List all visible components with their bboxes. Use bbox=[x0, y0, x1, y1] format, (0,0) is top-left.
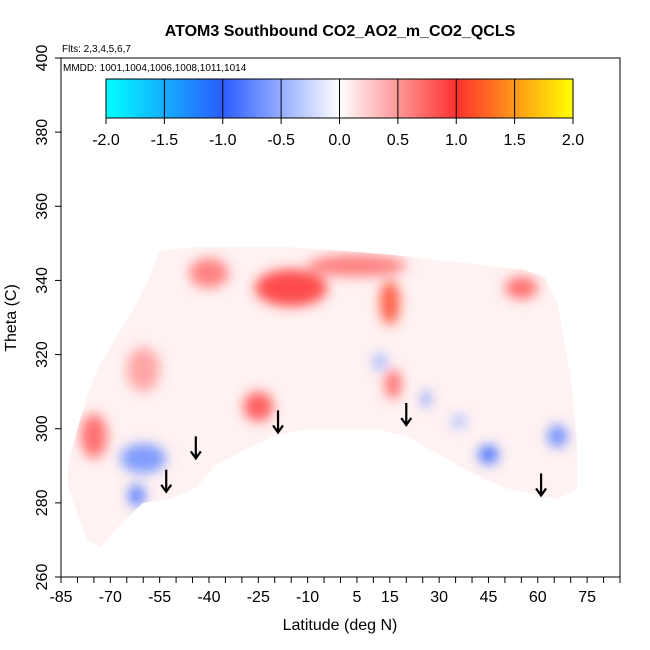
colorbar-tick-label: -0.5 bbox=[267, 132, 295, 149]
x-tick-label: -70 bbox=[99, 589, 122, 606]
chart-canvas: ATOM3 Southbound CO2_AO2_m_CO2_QCLS Flts… bbox=[0, 0, 650, 650]
x-tick-label: 60 bbox=[529, 589, 547, 606]
y-tick-label: 300 bbox=[34, 415, 51, 442]
anomaly-patch bbox=[479, 445, 499, 464]
colorbar-tick-label: 1.0 bbox=[445, 132, 467, 149]
anomaly-patch bbox=[255, 269, 327, 306]
anomaly-patch bbox=[189, 258, 228, 288]
y-tick-label: 260 bbox=[34, 564, 51, 591]
y-tick-label: 380 bbox=[34, 119, 51, 146]
x-tick-label: -10 bbox=[296, 589, 319, 606]
y-axis-label: Theta (C) bbox=[3, 284, 20, 352]
flights-note: Flts: 2,3,4,5,6,7 bbox=[62, 44, 131, 55]
dates-note: MMDD: 1001,1004,1006,1008,1011,1014 bbox=[63, 63, 247, 74]
colorbar-tick-label: 2.0 bbox=[562, 132, 584, 149]
colorbar-tick-label: 0.0 bbox=[328, 132, 350, 149]
anomaly-patch bbox=[423, 392, 430, 407]
x-tick-label: -85 bbox=[49, 589, 72, 606]
x-axis-label: Latitude (deg N) bbox=[283, 617, 398, 634]
colorbar: -2.0 -1.5 -1.0 -0.5 0.0 0.5 1.0 1.5 2.0 bbox=[92, 79, 584, 149]
x-tick-label: -40 bbox=[197, 589, 220, 606]
x-tick-label: 5 bbox=[352, 589, 361, 606]
colorbar-tick-label: 1.5 bbox=[504, 132, 526, 149]
x-axis: -85 -70 -55 -40 -25 -10 5 15 30 45 60 75 bbox=[49, 577, 620, 606]
anomaly-patch bbox=[243, 392, 273, 422]
colorbar-tick-label: 0.5 bbox=[387, 132, 409, 149]
x-tick-label: 15 bbox=[381, 589, 399, 606]
anomaly-patch bbox=[548, 425, 568, 447]
x-tick-label: 30 bbox=[430, 589, 448, 606]
y-tick-label: 400 bbox=[34, 45, 51, 72]
y-tick-label: 280 bbox=[34, 489, 51, 516]
anomaly-patch bbox=[127, 347, 160, 391]
anomaly-patch bbox=[81, 414, 107, 458]
y-tick-label: 320 bbox=[34, 341, 51, 368]
colorbar-tick-label: -1.5 bbox=[151, 132, 179, 149]
x-tick-label: -25 bbox=[247, 589, 270, 606]
anomaly-patch bbox=[385, 369, 401, 399]
y-tick-label: 340 bbox=[34, 267, 51, 294]
anomaly-patch bbox=[373, 353, 386, 372]
anomaly-patch bbox=[505, 277, 538, 299]
colorbar-tick-label: -1.0 bbox=[209, 132, 237, 149]
anomaly-patch bbox=[128, 484, 144, 506]
anomaly-patch bbox=[308, 254, 407, 276]
colorbar-tick-label: -2.0 bbox=[92, 132, 120, 149]
x-tick-label: 45 bbox=[480, 589, 498, 606]
x-tick-label: -55 bbox=[148, 589, 171, 606]
anomaly-patch bbox=[380, 280, 400, 324]
x-tick-label: 75 bbox=[578, 589, 596, 606]
y-axis: 260 280 300 320 340 360 380 400 bbox=[34, 45, 61, 591]
heatmap-field bbox=[68, 247, 578, 547]
y-tick-label: 360 bbox=[34, 193, 51, 220]
chart-title: ATOM3 Southbound CO2_AO2_m_CO2_QCLS bbox=[165, 23, 516, 40]
anomaly-patch bbox=[120, 444, 166, 474]
anomaly-patch bbox=[451, 414, 467, 429]
